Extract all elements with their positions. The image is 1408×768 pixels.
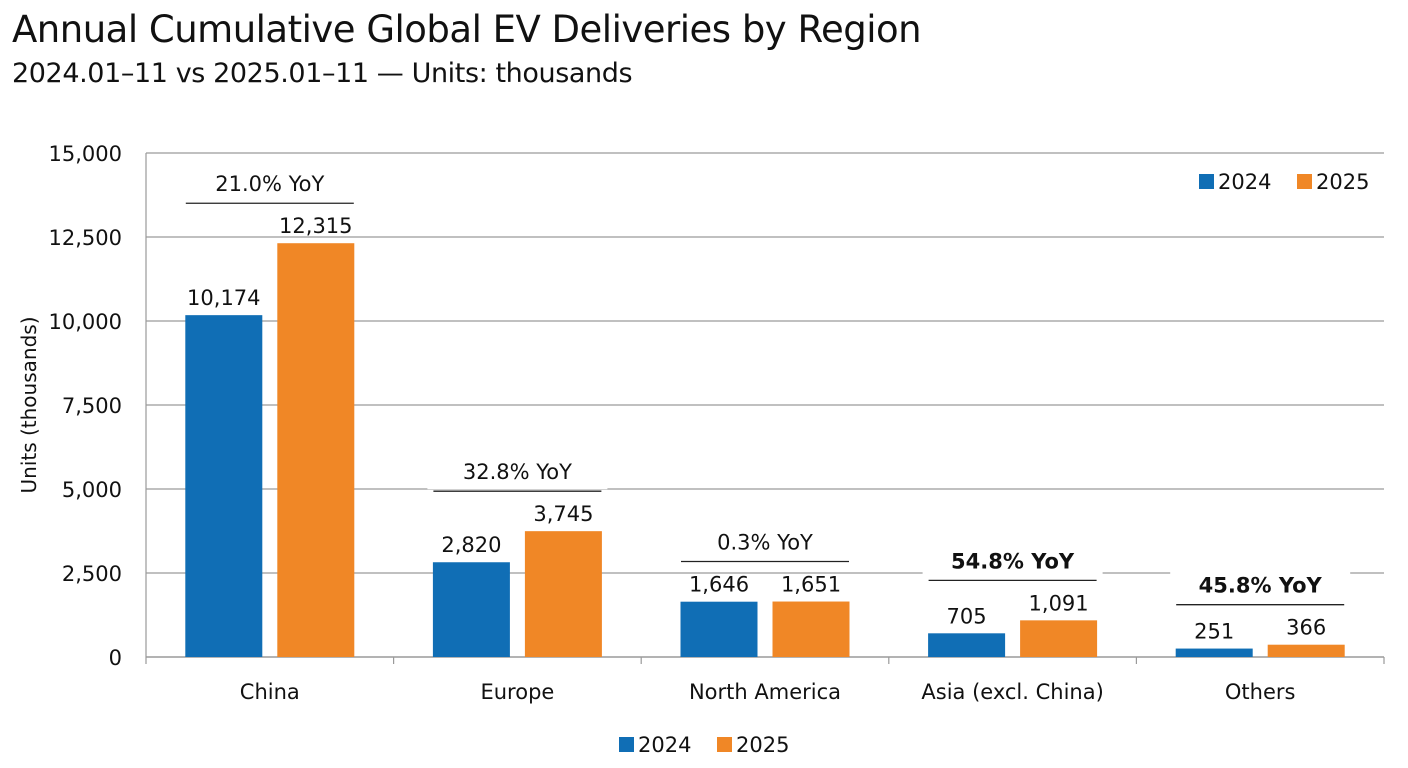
y-tick-label: 7,500 — [62, 394, 122, 418]
x-tick-label: North America — [689, 680, 841, 704]
data-label: 366 — [1286, 616, 1326, 640]
yoy-annotation: 45.8% YoY — [1199, 574, 1323, 598]
legend-bottom-label: 2025 — [736, 733, 789, 757]
yoy-annotation: 0.3% YoY — [717, 531, 813, 555]
bar-2025 — [1020, 620, 1098, 657]
legend-swatch-2024 — [619, 737, 634, 752]
y-tick-label: 15,000 — [49, 142, 122, 166]
bar-2025 — [277, 243, 355, 657]
chart-subtitle: 2024.01–11 vs 2025.01–11 — Units: thousa… — [12, 58, 633, 89]
yoy-annotation: 32.8% YoY — [463, 460, 572, 484]
data-label: 1,651 — [781, 573, 841, 597]
y-tick-label: 5,000 — [62, 478, 122, 502]
legend-top-right-label: 2024 — [1218, 170, 1271, 194]
annotation-background — [922, 538, 1103, 579]
bar-2024 — [185, 315, 263, 657]
x-tick-label: Europe — [480, 680, 554, 704]
bar-2025 — [772, 601, 850, 657]
y-axis-label: Units (thousands) — [17, 317, 41, 494]
yoy-annotation: 54.8% YoY — [951, 549, 1075, 573]
bar-2024 — [928, 633, 1006, 657]
legend-bottom-label: 2024 — [638, 733, 691, 757]
y-tick-label: 2,500 — [62, 562, 122, 586]
yoy-annotation: 21.0% YoY — [215, 172, 324, 196]
data-label: 1,091 — [1029, 591, 1089, 615]
annotation-background — [179, 161, 360, 202]
bar-2025 — [1267, 644, 1345, 657]
bar-2025 — [524, 531, 602, 657]
data-label: 3,745 — [533, 502, 593, 526]
data-label: 251 — [1194, 620, 1234, 644]
legend-swatch-2025 — [717, 737, 732, 752]
x-tick-label: Others — [1225, 680, 1296, 704]
legend-swatch-2024 — [1199, 174, 1214, 189]
y-tick-label: 12,500 — [49, 226, 122, 250]
legend-swatch-2025 — [1297, 174, 1312, 189]
y-tick-label: 10,000 — [49, 310, 122, 334]
bar-2024 — [680, 601, 758, 657]
x-tick-label: Asia (excl. China) — [921, 680, 1103, 704]
legend-top-right-label: 2025 — [1316, 170, 1369, 194]
data-label: 10,174 — [187, 286, 260, 310]
y-tick-label: 0 — [109, 646, 122, 670]
annotation-background — [1170, 562, 1351, 603]
bar-2024 — [432, 562, 510, 657]
x-tick-label: China — [240, 680, 300, 704]
data-label: 12,315 — [279, 214, 352, 238]
annotation-background — [427, 449, 608, 490]
bar-2024 — [1175, 648, 1253, 657]
annotation-background — [675, 519, 855, 560]
data-label: 1,646 — [689, 573, 749, 597]
data-label: 705 — [947, 604, 987, 628]
data-label: 2,820 — [441, 533, 501, 557]
chart-title: Annual Cumulative Global EV Deliveries b… — [12, 8, 922, 51]
